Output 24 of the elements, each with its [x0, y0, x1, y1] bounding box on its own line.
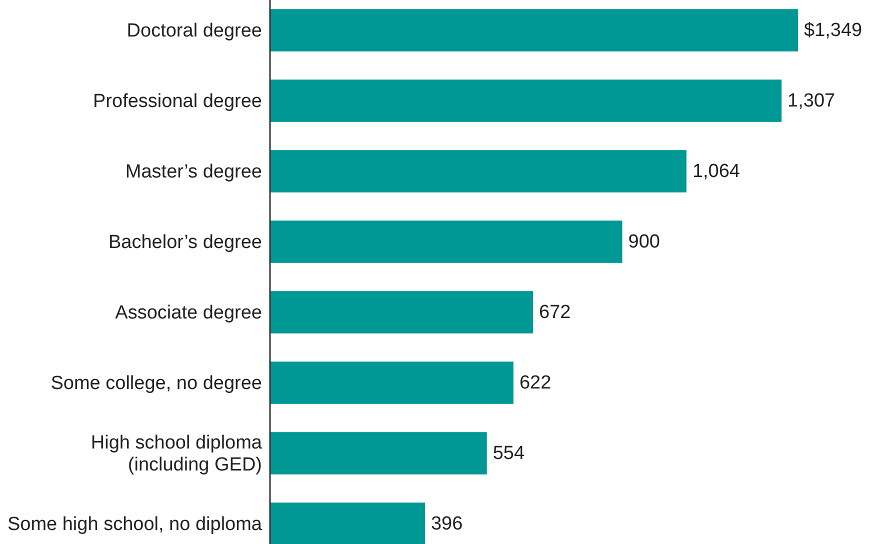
data-label: 554 — [492, 442, 525, 464]
y-tick-label: Bachelor’s degree — [108, 231, 262, 252]
bar — [270, 220, 622, 263]
data-label: 900 — [628, 231, 660, 252]
bar — [270, 291, 534, 334]
bar — [270, 502, 425, 544]
y-tick-label: Some high school, no diploma — [7, 513, 262, 534]
data-label: 1,064 — [692, 160, 740, 182]
bar — [270, 150, 686, 192]
data-label: 672 — [539, 302, 571, 323]
bar — [270, 432, 487, 474]
y-tick-label: Master’s degree — [125, 160, 262, 182]
data-label: 1,307 — [788, 90, 836, 112]
bar — [270, 362, 514, 404]
y-tick-label: Some college, no degree — [50, 372, 262, 394]
bar — [270, 80, 782, 122]
y-tick-label: Associate degree — [115, 302, 262, 323]
data-label: 396 — [430, 513, 463, 534]
data-label: 622 — [519, 372, 552, 394]
data-label: $1,349 — [804, 20, 862, 41]
y-tick-label: Doctoral degree — [126, 20, 262, 41]
bar — [270, 9, 798, 52]
y-tick-label: High school diploma (including GED) — [90, 432, 262, 475]
y-tick-label: Professional degree — [93, 90, 262, 112]
